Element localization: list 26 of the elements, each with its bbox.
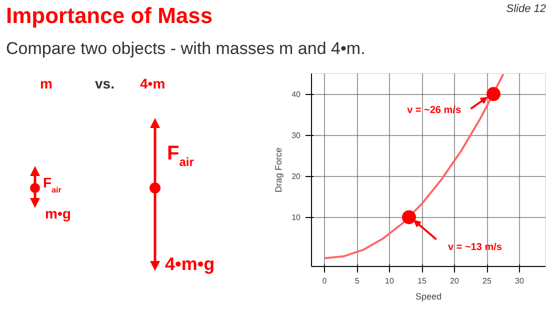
text: 4•m bbox=[140, 76, 166, 92]
x-axis-title: Speed bbox=[415, 292, 442, 302]
x-tick-label: 25 bbox=[482, 276, 492, 286]
line-series bbox=[324, 74, 504, 260]
annotation: v = ~13 m/s bbox=[448, 242, 502, 253]
text: Slide 12 bbox=[506, 2, 546, 17]
chart-subtitle: Compare two objects - with masses m and 4•m. bbox=[6, 38, 366, 60]
y-tick-label: 40 bbox=[292, 90, 302, 100]
x-tick-label: 30 bbox=[515, 276, 524, 286]
y-axis-title: Drag Force bbox=[274, 147, 284, 193]
y-tick-label: 10 bbox=[292, 213, 302, 222]
text: Importance of Mass bbox=[6, 3, 213, 28]
annotation: v = ~26 m/s bbox=[407, 104, 462, 116]
y-tick-label: 30 bbox=[292, 131, 302, 140]
x-tick-label: 5 bbox=[354, 276, 360, 286]
text: m bbox=[40, 76, 52, 92]
x-tick-label: 10 bbox=[385, 276, 394, 286]
text: 4•m•g bbox=[165, 254, 215, 274]
x-tick-label: 0 bbox=[322, 276, 328, 286]
text: F$_{air}$ bbox=[167, 142, 194, 170]
x-tick-label: 20 bbox=[450, 276, 460, 286]
text: F$_{air}$ bbox=[43, 174, 62, 194]
x-tick-label: 15 bbox=[418, 276, 427, 286]
text: m•g bbox=[45, 206, 71, 222]
y-tick-label: 20 bbox=[292, 172, 302, 182]
text: vs. bbox=[95, 76, 114, 92]
